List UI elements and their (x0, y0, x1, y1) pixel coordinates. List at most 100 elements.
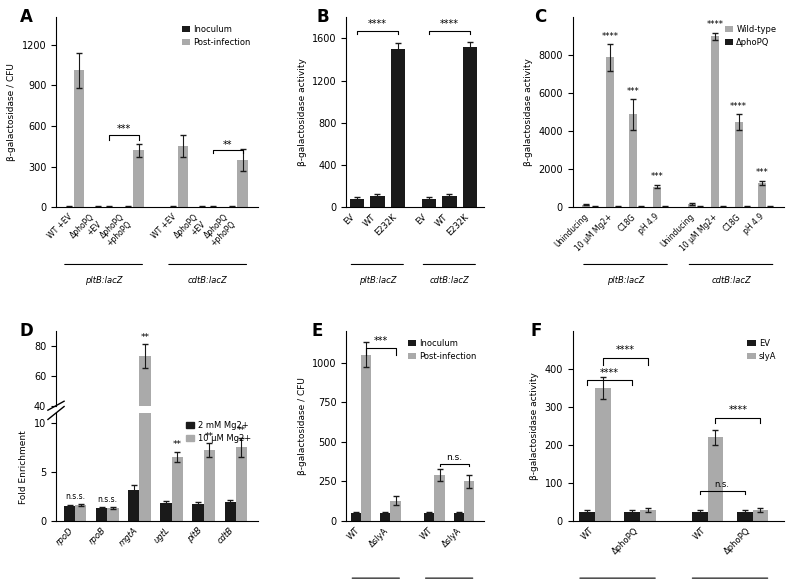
Text: B: B (316, 8, 329, 26)
Bar (350, 199, 364, 207)
Bar (579, 512, 595, 521)
Bar (424, 513, 434, 521)
Bar (624, 512, 640, 521)
Bar (236, 455, 247, 466)
Bar (64, 507, 75, 521)
Bar (758, 183, 766, 207)
Bar (96, 508, 107, 521)
Bar (75, 505, 86, 521)
Text: cdtB:lacZ: cdtB:lacZ (188, 276, 227, 285)
Bar (351, 513, 361, 521)
Bar (238, 160, 248, 207)
Bar (139, 0, 150, 521)
Text: cdtB:lacZ: cdtB:lacZ (711, 276, 751, 285)
Bar (64, 463, 75, 466)
Legend: Inoculum, Post-infection: Inoculum, Post-infection (178, 21, 254, 50)
Bar (75, 463, 86, 466)
Bar (380, 513, 390, 521)
Bar (160, 463, 171, 466)
Text: **: ** (223, 140, 233, 150)
Bar (692, 512, 707, 521)
Bar (434, 475, 445, 521)
Text: E: E (312, 321, 323, 339)
Text: ****: **** (600, 368, 619, 378)
Y-axis label: β-galactosidase activity: β-galactosidase activity (530, 372, 539, 480)
Bar (390, 49, 405, 207)
Bar (390, 500, 401, 521)
Text: **: ** (205, 431, 214, 441)
Y-axis label: β-galactosidase / CFU: β-galactosidase / CFU (298, 377, 306, 475)
Text: n.s.s.: n.s.s. (98, 496, 118, 504)
Text: pltB:lacZ: pltB:lacZ (85, 276, 122, 285)
Bar (737, 512, 753, 521)
Bar (193, 463, 204, 466)
Text: ***: *** (626, 87, 639, 96)
Bar (128, 461, 139, 466)
Bar (361, 355, 371, 521)
Text: A: A (20, 8, 33, 26)
Text: pltB:lacZ: pltB:lacZ (358, 276, 396, 285)
Bar (753, 510, 768, 521)
Bar (178, 146, 188, 207)
Bar (134, 151, 144, 207)
Bar (606, 57, 614, 207)
Bar (595, 388, 611, 521)
Text: F: F (530, 321, 542, 339)
Legend: Inoculum, Post-infection: Inoculum, Post-infection (405, 335, 480, 364)
Bar (454, 513, 464, 521)
Bar (225, 463, 236, 466)
Text: ***: *** (374, 336, 388, 346)
Bar (653, 186, 661, 207)
Y-axis label: β-galactosidase / CFU: β-galactosidase / CFU (7, 64, 16, 162)
Bar (204, 455, 215, 466)
Text: n.s.: n.s. (446, 453, 462, 463)
Legend: EV, slyA: EV, slyA (744, 335, 780, 364)
Bar (707, 438, 723, 521)
Text: ****: **** (440, 19, 459, 29)
Bar (629, 114, 638, 207)
Bar (640, 510, 656, 521)
Text: D: D (20, 322, 34, 340)
Text: n.s.s.: n.s.s. (66, 493, 86, 501)
Text: ***: *** (650, 172, 663, 181)
Text: ***: *** (756, 168, 769, 177)
Bar (582, 204, 590, 207)
Bar (160, 503, 171, 521)
Bar (107, 508, 118, 521)
Text: n.s.: n.s. (714, 480, 730, 489)
Bar (370, 196, 385, 207)
Bar (74, 70, 84, 207)
Text: **: ** (141, 334, 150, 342)
Bar (464, 482, 474, 521)
Text: ****: **** (730, 102, 747, 111)
Bar (171, 456, 182, 466)
Text: ****: **** (602, 32, 618, 41)
Text: cdtB:lacZ: cdtB:lacZ (430, 276, 470, 285)
Bar (688, 204, 696, 207)
Text: C: C (534, 8, 546, 26)
Bar (422, 199, 436, 207)
Text: ****: **** (616, 345, 635, 354)
Bar (462, 47, 477, 207)
Text: ****: **** (368, 19, 387, 29)
Bar (193, 504, 204, 521)
Y-axis label: β-galactosidase activity: β-galactosidase activity (298, 58, 306, 166)
Bar (442, 196, 457, 207)
Text: pltB:lacZ: pltB:lacZ (607, 276, 644, 285)
Legend: 2 mM Mg2+, 10 μM Mg2+: 2 mM Mg2+, 10 μM Mg2+ (182, 417, 254, 446)
Text: ****: **** (706, 20, 724, 29)
Bar (96, 464, 107, 466)
Bar (139, 357, 150, 466)
Legend: Wild-type, ΔphoPQ: Wild-type, ΔphoPQ (722, 21, 780, 50)
Bar (107, 464, 118, 466)
Text: **: ** (237, 426, 246, 435)
Bar (128, 490, 139, 521)
Y-axis label: β-galactosidase activity: β-galactosidase activity (524, 58, 533, 166)
Bar (171, 457, 182, 521)
Bar (236, 448, 247, 521)
Bar (734, 122, 742, 207)
Bar (225, 503, 236, 521)
Text: ****: **** (728, 405, 747, 415)
Text: ***: *** (117, 124, 130, 134)
Y-axis label: Fold Enrichment: Fold Enrichment (19, 430, 29, 504)
